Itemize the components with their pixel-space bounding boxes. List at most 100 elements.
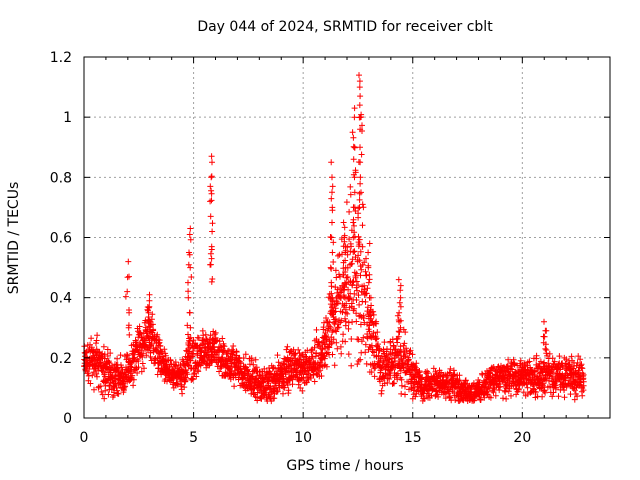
data-point — [274, 352, 281, 359]
data-point — [93, 370, 100, 377]
data-point — [265, 380, 272, 387]
x-tick-label: 5 — [189, 430, 198, 446]
data-point — [101, 395, 108, 402]
data-point — [377, 369, 384, 376]
data-point — [123, 351, 130, 358]
data-point — [405, 356, 412, 363]
data-point — [231, 383, 238, 390]
data-point — [370, 311, 377, 318]
data-point — [362, 298, 369, 305]
data-point — [237, 359, 244, 366]
data-point — [392, 346, 399, 353]
data-point — [360, 312, 367, 319]
data-point — [355, 282, 362, 289]
data-point — [355, 252, 362, 259]
data-point — [353, 297, 360, 303]
data-point — [354, 361, 361, 368]
data-point — [164, 378, 170, 385]
data-point — [317, 367, 324, 374]
data-point — [242, 351, 249, 358]
data-point — [356, 196, 363, 203]
data-point — [356, 301, 363, 308]
data-point — [372, 336, 379, 343]
data-point — [195, 368, 202, 375]
data-point — [190, 376, 196, 383]
data-point — [135, 364, 142, 371]
data-point — [283, 346, 290, 353]
data-point — [333, 300, 340, 307]
y-tick-label: 0.6 — [50, 231, 72, 247]
data-point — [250, 361, 257, 368]
data-point — [362, 341, 369, 348]
data-point — [348, 300, 355, 307]
data-point — [353, 278, 360, 285]
data-point — [115, 390, 122, 397]
data-point — [197, 362, 204, 369]
data-point — [378, 387, 385, 394]
data-point — [394, 376, 401, 383]
data-point — [346, 236, 353, 243]
data-point — [207, 332, 214, 339]
x-tick-label: 15 — [404, 430, 422, 446]
data-point — [342, 338, 349, 345]
y-tick-label: 0 — [63, 411, 72, 427]
chart-title: Day 044 of 2024, SRMTID for receiver cbl… — [197, 19, 493, 35]
data-point — [418, 381, 425, 387]
data-point — [346, 296, 352, 302]
data-point — [361, 259, 368, 266]
data-point — [189, 353, 196, 360]
x-tick-label: 10 — [294, 430, 312, 446]
data-point — [334, 300, 341, 306]
data-point — [338, 350, 345, 357]
data-point — [284, 343, 291, 350]
data-point — [263, 389, 270, 396]
data-point — [230, 343, 237, 349]
data-point — [357, 356, 364, 363]
data-point — [401, 340, 408, 347]
data-point — [357, 248, 364, 255]
data-point — [381, 339, 388, 346]
data-point — [363, 290, 370, 297]
data-point — [342, 315, 348, 322]
data-point — [274, 388, 281, 395]
data-point — [148, 340, 155, 347]
data-point — [322, 333, 329, 340]
data-point — [136, 323, 143, 330]
data-point — [398, 390, 405, 397]
data-point — [93, 340, 99, 347]
data-point — [139, 360, 146, 367]
data-point — [204, 349, 211, 356]
data-point — [353, 318, 360, 325]
data-point — [331, 362, 338, 369]
data-point — [183, 374, 189, 381]
data-point — [407, 347, 414, 354]
y-tick-label: 0.8 — [50, 170, 72, 186]
data-point — [353, 270, 360, 277]
data-point — [351, 305, 358, 312]
data-point — [355, 292, 362, 299]
data-point — [93, 346, 100, 353]
data-point — [335, 252, 341, 259]
data-point — [258, 395, 265, 402]
data-point — [352, 274, 359, 281]
data-point — [162, 352, 169, 359]
data-point — [353, 310, 360, 317]
data-point — [259, 382, 265, 389]
data-point — [346, 208, 353, 215]
data-point — [156, 337, 163, 344]
data-point — [318, 373, 325, 379]
data-point — [430, 385, 437, 392]
data-point — [359, 222, 366, 229]
data-point — [359, 243, 366, 250]
data-point — [135, 358, 142, 364]
data-point — [373, 335, 380, 342]
y-tick-label: 0.2 — [50, 351, 72, 367]
data-point — [335, 324, 342, 331]
data-point — [408, 386, 415, 393]
data-point — [313, 326, 320, 333]
data-point — [94, 332, 101, 339]
x-axis-label: GPS time / hours — [286, 458, 403, 474]
data-point — [289, 381, 296, 388]
data-point — [381, 358, 387, 365]
data-point — [89, 372, 96, 379]
